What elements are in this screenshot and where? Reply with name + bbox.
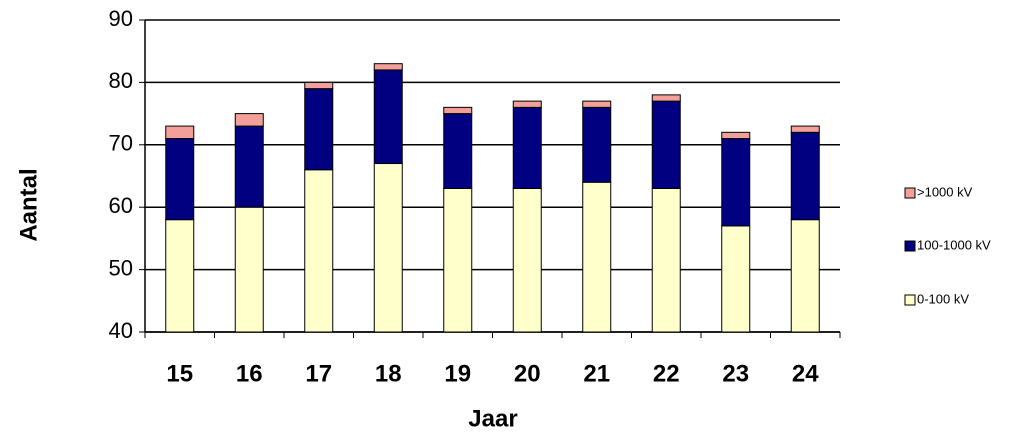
x-tick-label: 18 — [375, 360, 402, 387]
bar-segment — [234, 125, 264, 208]
bar-segment — [165, 219, 195, 333]
bar-segment — [512, 187, 542, 333]
bar-segment — [790, 131, 820, 221]
bar-segment — [443, 106, 473, 115]
bar-segment — [790, 219, 820, 333]
bar-segment — [512, 106, 542, 189]
x-tick-label: 17 — [305, 360, 332, 387]
x-axis-title: Jaar — [468, 405, 517, 432]
bar-segment — [651, 100, 681, 189]
bar-segment — [443, 187, 473, 333]
bar-segment — [165, 138, 195, 221]
bar-segment — [651, 94, 681, 102]
bar-segment — [790, 125, 820, 133]
bar-segment — [373, 69, 403, 165]
bar-segment — [304, 81, 334, 90]
bar-segment — [373, 163, 403, 333]
bar-segment — [721, 225, 751, 333]
y-tick-label: 90 — [109, 6, 133, 31]
legend-label: 0-100 kV — [917, 291, 969, 306]
bar-segment — [234, 206, 264, 333]
x-tick-label: 23 — [722, 360, 749, 387]
bar-segment — [373, 63, 403, 71]
x-tick-label: 24 — [792, 360, 819, 387]
x-tick-label: 21 — [583, 360, 610, 387]
y-tick-label: 50 — [109, 255, 133, 280]
x-tick-label: 15 — [166, 360, 193, 387]
legend-swatch — [904, 240, 916, 252]
legend-swatch — [904, 294, 916, 306]
x-tick-label: 19 — [444, 360, 471, 387]
bar-segment — [304, 169, 334, 333]
legend-swatch — [904, 187, 916, 199]
y-tick-label: 60 — [109, 193, 133, 218]
bar-segment — [512, 100, 542, 108]
x-tick-label: 22 — [653, 360, 680, 387]
y-axis-title: Aantal — [15, 168, 42, 241]
bar-segment — [721, 131, 751, 140]
bar-segment — [165, 125, 195, 140]
y-tick-label: 70 — [109, 131, 133, 156]
legend-label: >1000 kV — [917, 184, 973, 199]
bar-segment — [582, 106, 612, 183]
bar-segment — [304, 88, 334, 171]
x-tick-label: 16 — [236, 360, 263, 387]
legend-label: 100-1000 kV — [917, 237, 991, 252]
bar-segment — [721, 138, 751, 227]
bar-segment — [651, 187, 681, 333]
x-tick-label: 20 — [514, 360, 541, 387]
bar-segment — [234, 113, 264, 127]
bar-segment — [582, 100, 612, 108]
y-tick-label: 80 — [109, 68, 133, 93]
bar-segment — [443, 113, 473, 189]
bar-segment — [582, 181, 612, 333]
y-tick-label: 40 — [109, 318, 133, 343]
